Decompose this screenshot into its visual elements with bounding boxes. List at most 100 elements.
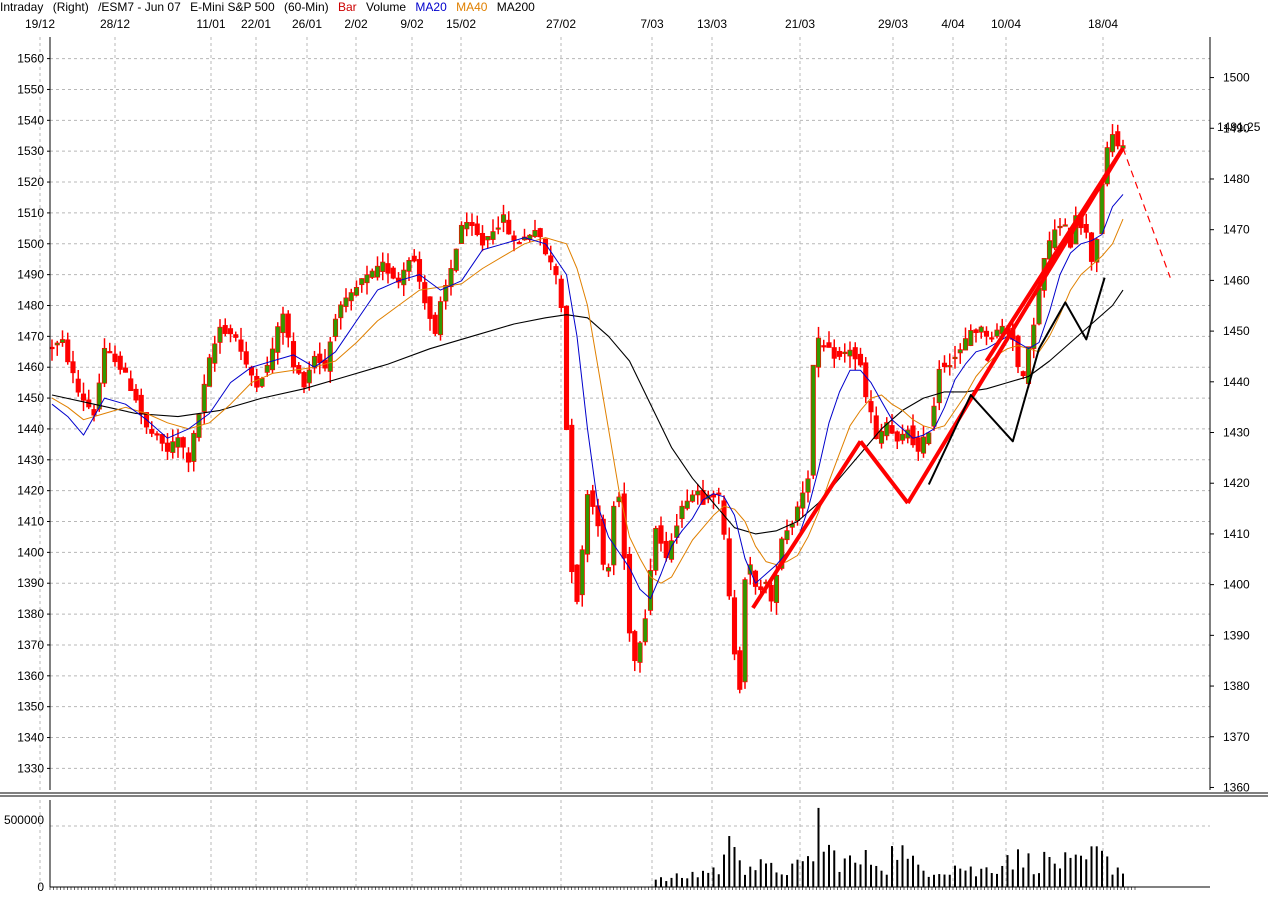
- candle-body: [658, 525, 664, 544]
- volume-bar: [691, 871, 694, 887]
- right-tick-label: 1430: [1223, 426, 1250, 440]
- candle-body: [474, 223, 480, 236]
- candle-body: [1046, 240, 1053, 260]
- candle-body: [653, 527, 659, 571]
- candle-body: [1109, 134, 1116, 153]
- right-tick-label: 1440: [1223, 375, 1250, 389]
- candle-body: [269, 348, 276, 371]
- date-axis: 19/12 28/12 11/01 22/01 26/01 2/02 9/02 15/02 27…: [25, 17, 1118, 31]
- volume-bar: [870, 864, 872, 887]
- volume-bar: [822, 851, 825, 887]
- left-tick-label: 1340: [17, 731, 44, 745]
- date-tick-label: 11/01: [196, 17, 225, 31]
- candle-body: [259, 377, 265, 387]
- candle-body: [621, 493, 627, 559]
- volume-bar: [770, 862, 773, 887]
- candle-body: [96, 382, 102, 410]
- chart-header: Intraday (Right) /ESM7 - Jun 07 E-Mini S…: [0, 0, 541, 14]
- candle-body: [185, 452, 192, 463]
- volume-bar: [1122, 873, 1124, 887]
- candle-body: [101, 347, 108, 384]
- candle-body: [427, 296, 433, 319]
- candle-body: [500, 214, 507, 223]
- symbol-label: /ESM7 - Jun 07: [98, 0, 181, 14]
- volume-bar: [1085, 859, 1088, 887]
- volume-bar: [696, 877, 699, 887]
- volume-pane: 500000 0: [4, 807, 1136, 894]
- candle-body: [637, 642, 643, 663]
- candle-body: [416, 259, 423, 282]
- date-tick-label: 4/04: [941, 17, 965, 31]
- volume-bar: [1095, 846, 1098, 887]
- left-tick-label: 1350: [17, 700, 44, 714]
- candle-body: [201, 383, 207, 412]
- trend-line: [751, 440, 863, 609]
- left-price-axis: 1560 1550 1540 1530 1520 1510 1500 1490 1480 1470…: [17, 52, 50, 775]
- volume-bar: [733, 847, 736, 887]
- volume-bar: [796, 859, 799, 887]
- candle-body: [280, 313, 286, 334]
- left-tick-label: 1420: [17, 484, 44, 498]
- date-tick-label: 27/02: [546, 17, 576, 31]
- candle-body: [464, 221, 470, 230]
- volume-bar: [901, 845, 904, 887]
- volume-bar: [1064, 852, 1067, 887]
- volume-bar: [859, 864, 862, 887]
- candle-body: [968, 330, 974, 346]
- candle-body: [1036, 287, 1042, 325]
- moving-averages: [51, 194, 1124, 600]
- trend-line: [984, 147, 1125, 363]
- candle-body: [401, 269, 407, 286]
- candle-body: [983, 330, 990, 337]
- volume-bar: [980, 868, 983, 887]
- candle-body: [931, 405, 937, 427]
- candle-body: [595, 505, 601, 527]
- candle-body: [458, 224, 465, 244]
- right-tick-label: 1400: [1223, 578, 1250, 592]
- candle-body: [217, 326, 223, 343]
- left-tick-label: 1330: [17, 761, 44, 775]
- candle-body: [490, 231, 496, 240]
- candle-body: [59, 339, 66, 344]
- right-tick-label: 1420: [1223, 476, 1250, 490]
- volume-bar: [1053, 863, 1056, 887]
- candle-body: [149, 429, 155, 434]
- candle-body: [868, 401, 874, 413]
- candle-body: [684, 500, 690, 509]
- candle-body: [873, 415, 879, 440]
- left-tick-label: 1540: [17, 113, 44, 127]
- candle-body: [432, 314, 438, 334]
- left-tick-label: 1560: [17, 52, 44, 66]
- volume-bar: [686, 878, 689, 887]
- right-tick-label: 1390: [1223, 628, 1250, 642]
- candle-body: [863, 362, 869, 398]
- candle-body: [936, 368, 942, 404]
- date-tick-label: 13/03: [697, 17, 727, 31]
- volume-bar: [891, 846, 893, 887]
- candle-body: [978, 326, 984, 333]
- candle-body: [574, 564, 580, 602]
- candle-body: [243, 351, 249, 365]
- candle-body: [65, 339, 71, 363]
- candle-body: [679, 505, 685, 520]
- candle-body: [453, 248, 459, 271]
- volume-bar: [1080, 855, 1082, 887]
- instrument-name: E-Mini S&P 500: [190, 0, 275, 14]
- candle-body: [1052, 229, 1058, 249]
- candle-body: [128, 378, 134, 392]
- volume-bar: [849, 855, 851, 887]
- candle-body: [1057, 225, 1063, 229]
- candle-body: [469, 222, 475, 226]
- left-tick-label: 1410: [17, 515, 44, 529]
- candle-body: [1088, 232, 1095, 262]
- candle-body: [485, 236, 491, 241]
- candle-body: [779, 538, 785, 569]
- volume-bar: [801, 861, 804, 887]
- volume-bar: [728, 836, 731, 887]
- candle-body: [941, 362, 948, 368]
- ma200-line: [51, 289, 1124, 535]
- candle-body: [206, 357, 213, 387]
- candle-body: [1094, 239, 1100, 263]
- candle-body: [611, 505, 617, 566]
